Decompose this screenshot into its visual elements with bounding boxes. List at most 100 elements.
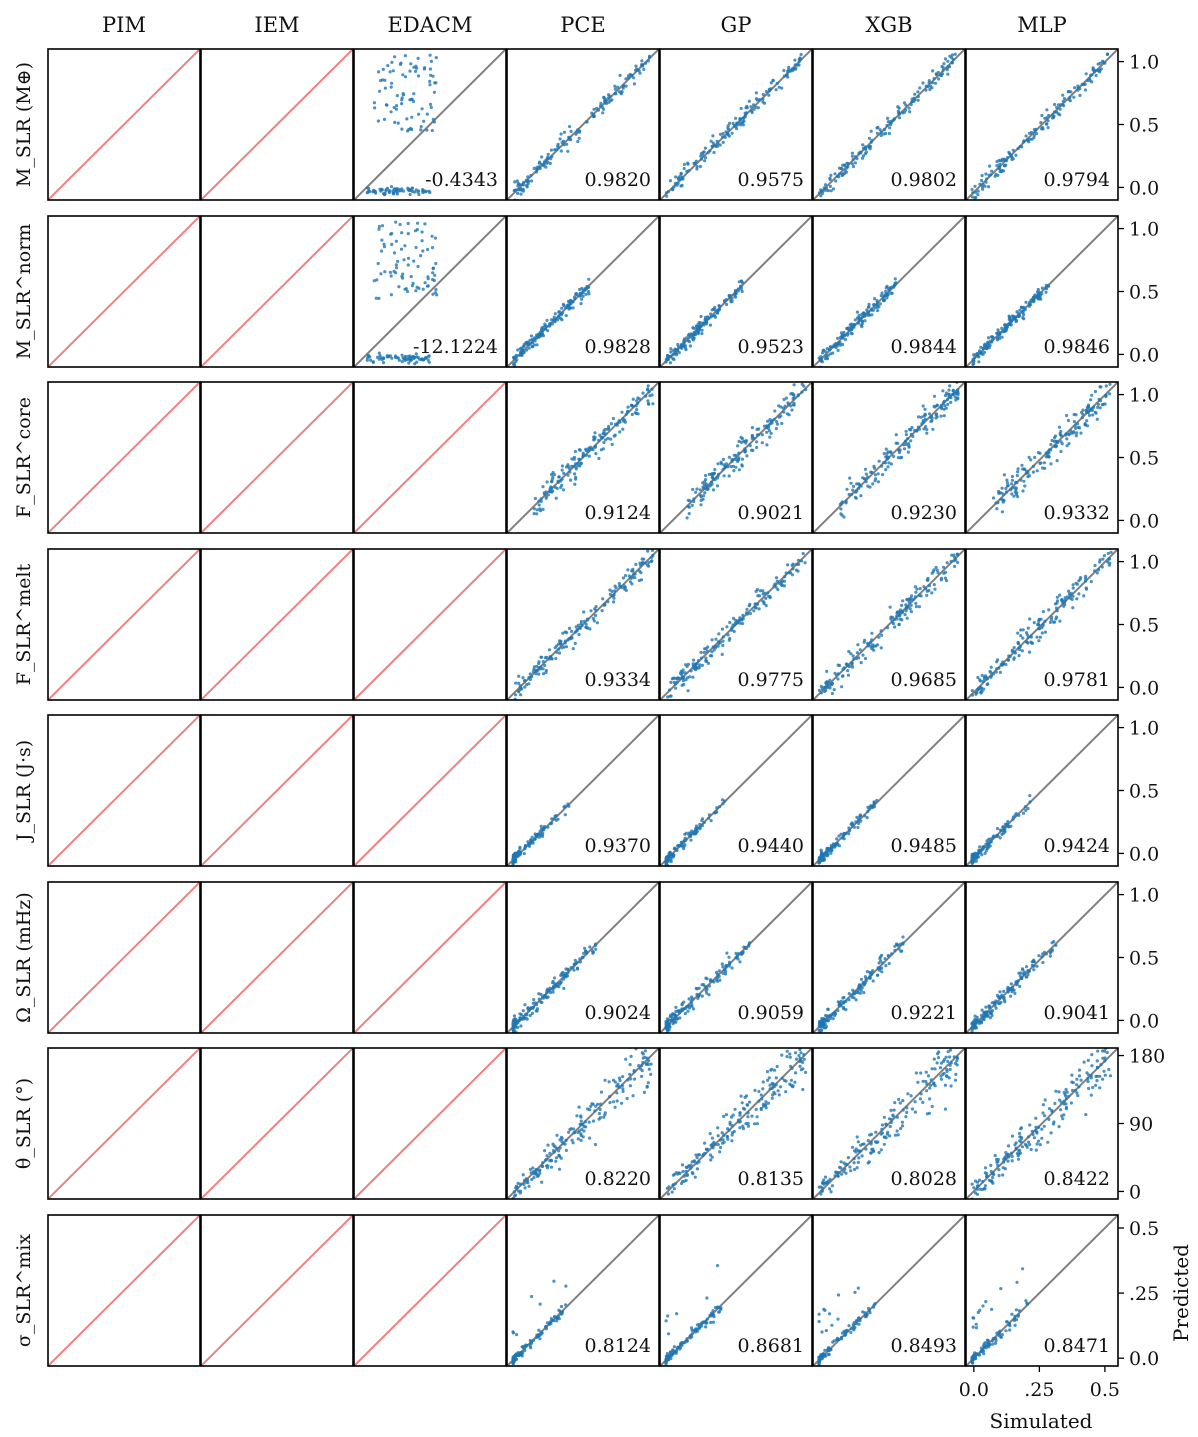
data-point [938,1066,943,1070]
data-point [837,1003,841,1007]
data-point [587,1120,591,1124]
data-point [765,430,769,434]
data-point [998,165,1002,169]
data-point [377,227,381,231]
data-point [624,1057,628,1061]
data-point [910,425,914,430]
data-point [743,1095,747,1099]
data-point [1019,478,1023,482]
data-point [722,1133,726,1137]
scatter-points [970,794,1032,866]
data-point [972,353,976,357]
data-point [761,1087,765,1091]
data-point [1013,813,1017,817]
data-point [674,1009,678,1014]
data-point [847,992,851,996]
data-point [684,1178,688,1182]
data-point [516,1189,520,1193]
data-point [747,604,751,608]
data-point [399,247,404,251]
data-point [925,1089,929,1093]
data-point [914,604,919,609]
missing-model-line [201,1215,353,1366]
data-point [892,454,896,458]
data-point [386,64,390,68]
panel-pim-row-1 [47,215,201,368]
data-point [1029,1147,1033,1152]
data-point [538,1302,542,1306]
data-point [717,304,721,308]
data-point [847,998,851,1002]
data-point [566,968,571,972]
data-point [1059,103,1063,107]
data-point [709,819,713,823]
data-point [584,292,588,296]
data-point [762,424,767,428]
data-point [1023,1142,1027,1146]
data-point [522,1014,526,1019]
data-point [1108,382,1112,386]
data-point [712,1140,716,1144]
data-point [750,436,754,440]
data-point [532,665,537,669]
data-point [571,965,575,970]
data-point [895,617,899,621]
data-point [1038,1143,1042,1147]
data-point [879,646,883,650]
data-point [829,1190,833,1194]
data-point [1027,302,1031,306]
data-point [416,56,420,61]
data-point [897,116,902,120]
data-point [978,182,982,186]
data-point [1081,408,1085,412]
data-point [724,965,728,969]
data-point [868,1133,872,1137]
data-point [819,194,823,198]
data-point [529,839,533,843]
data-point [738,121,742,125]
data-point [417,192,421,197]
data-point [624,412,628,416]
data-point [579,302,583,306]
data-point [710,475,715,479]
data-point [706,645,710,649]
data-point [664,191,669,195]
data-point [407,361,411,365]
data-point [952,553,956,557]
data-point [626,405,630,409]
data-point [1012,494,1016,498]
data-point [524,1343,528,1347]
data-point [717,632,721,636]
data-point [722,1140,726,1144]
data-point [694,159,698,163]
data-point [1028,1143,1032,1147]
panel-iem-row-2 [200,381,354,534]
data-point [704,473,708,478]
data-point [699,157,704,161]
data-point [862,640,866,644]
row-label-5: Ω_SLR (mHz) [13,892,35,1023]
data-point [870,631,874,635]
data-point [928,1097,932,1101]
data-point [668,179,673,183]
data-point [528,677,533,682]
data-point [1010,486,1015,490]
data-point [970,1021,974,1025]
data-point [545,996,549,1000]
data-point [400,187,404,191]
data-point [718,1150,722,1154]
data-point [555,1319,559,1323]
data-point [821,1017,825,1022]
data-point [934,73,939,77]
data-point [1070,1073,1074,1077]
data-point [665,194,669,198]
panel-gp-row-3: 0.9775 [659,548,813,701]
data-point [1006,658,1010,662]
data-point [1083,82,1087,86]
data-point [398,222,402,227]
data-point [1035,132,1039,136]
data-point [792,403,796,407]
data-point [1054,943,1058,948]
scatter-points [970,52,1110,200]
r2-score: -12.1224 [413,336,498,358]
